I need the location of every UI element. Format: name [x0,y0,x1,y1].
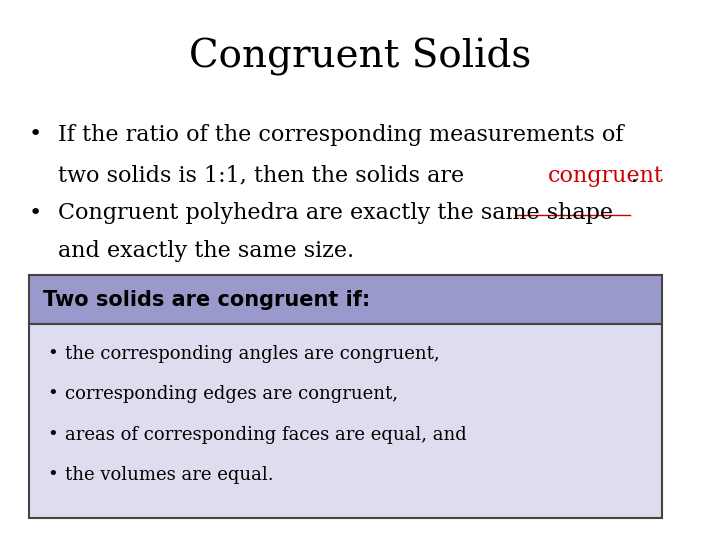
Text: If the ratio of the corresponding measurements of: If the ratio of the corresponding measur… [58,124,623,146]
Text: corresponding edges are congruent,: corresponding edges are congruent, [65,385,397,403]
Text: .: . [631,165,638,187]
Text: •: • [47,466,58,484]
Text: •: • [47,385,58,403]
Text: congruent: congruent [548,165,664,187]
Text: •: • [47,345,58,362]
Text: and exactly the same size.: and exactly the same size. [58,240,354,262]
Text: •: • [29,124,42,144]
Text: the volumes are equal.: the volumes are equal. [65,466,274,484]
Text: the corresponding angles are congruent,: the corresponding angles are congruent, [65,345,439,362]
Text: two solids is 1:1, then the solids are: two solids is 1:1, then the solids are [58,165,471,187]
Text: Congruent polyhedra are exactly the same shape: Congruent polyhedra are exactly the same… [58,202,613,225]
FancyBboxPatch shape [29,324,662,518]
Text: Two solids are congruent if:: Two solids are congruent if: [43,289,371,310]
Text: areas of corresponding faces are equal, and: areas of corresponding faces are equal, … [65,426,467,443]
Text: •: • [29,202,42,222]
Text: Congruent Solids: Congruent Solids [189,38,531,76]
Text: •: • [47,426,58,443]
FancyBboxPatch shape [29,275,662,324]
